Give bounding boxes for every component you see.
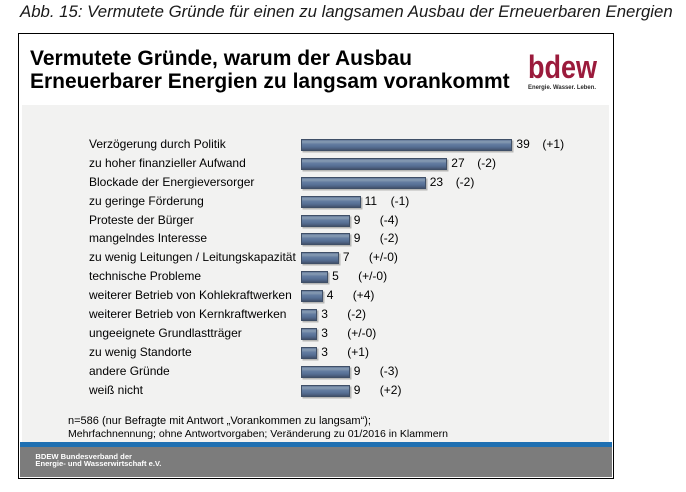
svg-text:Energie. Wasser. Leben.: Energie. Wasser. Leben. <box>528 84 596 91</box>
svg-text:bdew: bdew <box>528 50 597 85</box>
